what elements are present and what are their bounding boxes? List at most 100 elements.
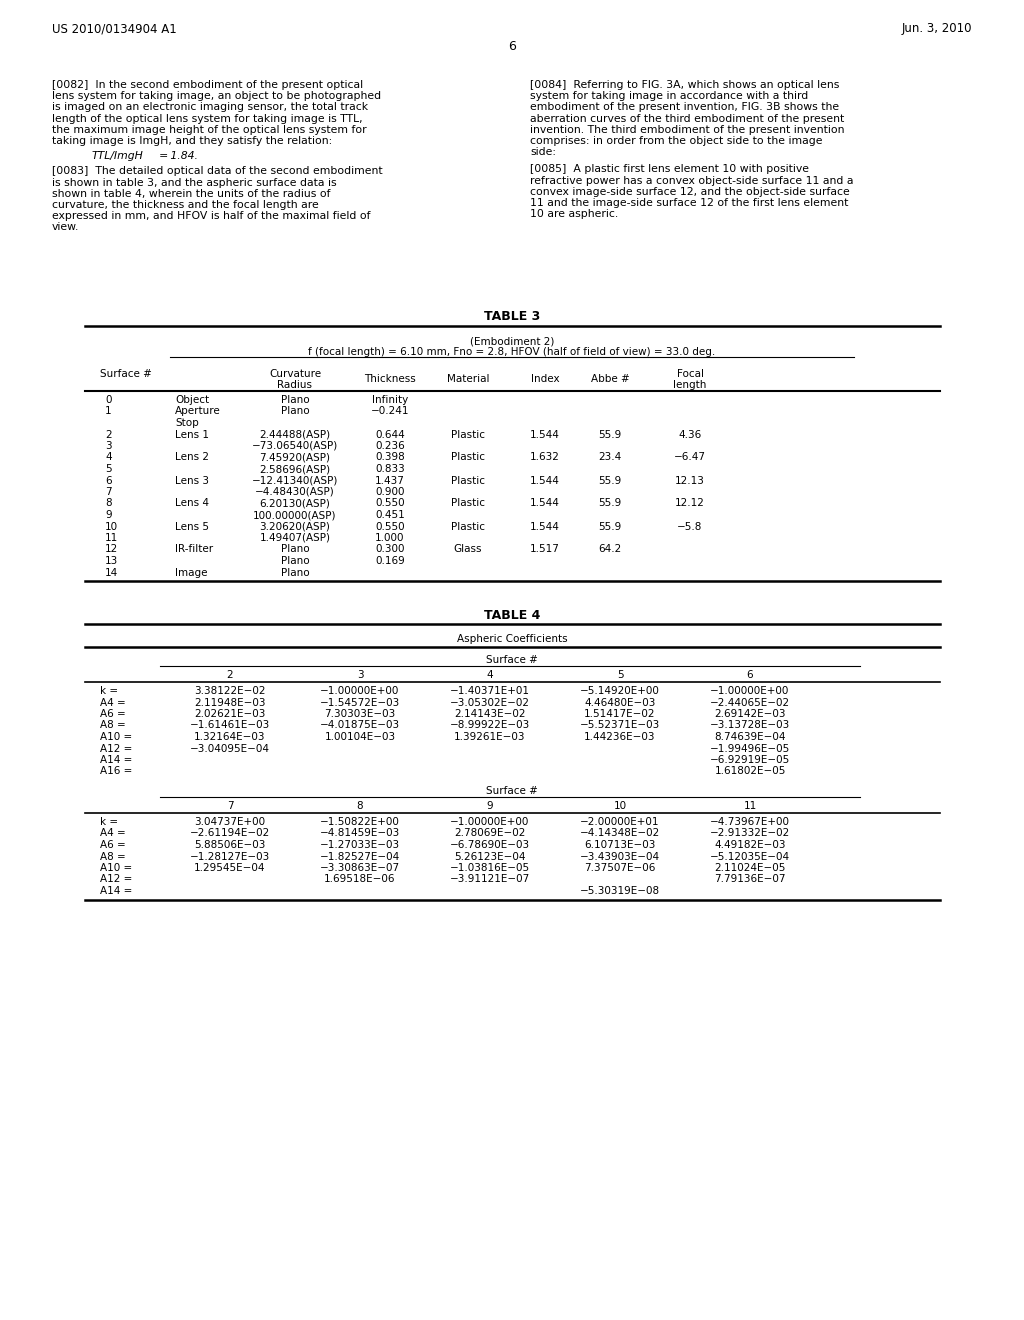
Text: 100.00000(ASP): 100.00000(ASP)	[253, 510, 337, 520]
Text: 0.236: 0.236	[375, 441, 404, 451]
Text: Index: Index	[530, 374, 559, 384]
Text: 5.26123E−04: 5.26123E−04	[455, 851, 525, 862]
Text: convex image-side surface 12, and the object-side surface: convex image-side surface 12, and the ob…	[530, 187, 850, 197]
Text: Glass: Glass	[454, 544, 482, 554]
Text: −1.28127E−03: −1.28127E−03	[189, 851, 270, 862]
Text: Surface #: Surface #	[100, 370, 152, 379]
Text: view.: view.	[52, 222, 80, 232]
Text: 11 and the image-side surface 12 of the first lens element: 11 and the image-side surface 12 of the …	[530, 198, 848, 209]
Text: 1.544: 1.544	[530, 521, 560, 532]
Text: [0085]  A plastic first lens element 10 with positive: [0085] A plastic first lens element 10 w…	[530, 165, 809, 174]
Text: is imaged on an electronic imaging sensor, the total track: is imaged on an electronic imaging senso…	[52, 103, 368, 112]
Text: 12.12: 12.12	[675, 499, 705, 508]
Text: 1.44236E−03: 1.44236E−03	[585, 733, 655, 742]
Text: 1: 1	[105, 407, 112, 417]
Text: −4.73967E+00: −4.73967E+00	[710, 817, 790, 828]
Text: Lens 2: Lens 2	[175, 453, 209, 462]
Text: Plastic: Plastic	[451, 453, 485, 462]
Text: Surface #: Surface #	[486, 655, 538, 665]
Text: 1.61802E−05: 1.61802E−05	[715, 767, 785, 776]
Text: Plano: Plano	[281, 568, 309, 578]
Text: Lens 4: Lens 4	[175, 499, 209, 508]
Text: 0: 0	[105, 395, 112, 405]
Text: 2.58696(ASP): 2.58696(ASP)	[259, 465, 331, 474]
Text: Lens 5: Lens 5	[175, 521, 209, 532]
Text: −3.04095E−04: −3.04095E−04	[190, 743, 270, 754]
Text: 0.900: 0.900	[375, 487, 404, 498]
Text: expressed in mm, and HFOV is half of the maximal field of: expressed in mm, and HFOV is half of the…	[52, 211, 371, 222]
Text: 9: 9	[486, 801, 494, 810]
Text: −1.61461E−03: −1.61461E−03	[189, 721, 270, 730]
Text: 23.4: 23.4	[598, 453, 622, 462]
Text: 1.49407(ASP): 1.49407(ASP)	[259, 533, 331, 543]
Text: −4.48430(ASP): −4.48430(ASP)	[255, 487, 335, 498]
Text: −1.00000E+00: −1.00000E+00	[711, 686, 790, 696]
Text: A4 =: A4 =	[100, 697, 126, 708]
Text: A10 =: A10 =	[100, 733, 132, 742]
Text: 0.550: 0.550	[375, 521, 404, 532]
Text: Stop: Stop	[175, 418, 199, 428]
Text: −1.00000E+00: −1.00000E+00	[321, 686, 399, 696]
Text: Image: Image	[175, 568, 208, 578]
Text: 2.02621E−03: 2.02621E−03	[195, 709, 265, 719]
Text: IR-filter: IR-filter	[175, 544, 213, 554]
Text: [0083]  The detailed optical data of the second embodiment: [0083] The detailed optical data of the …	[52, 166, 383, 177]
Text: Curvature: Curvature	[269, 370, 322, 379]
Text: −4.01875E−03: −4.01875E−03	[319, 721, 400, 730]
Text: −12.41340(ASP): −12.41340(ASP)	[252, 475, 338, 486]
Text: −3.13728E−03: −3.13728E−03	[710, 721, 791, 730]
Text: Aperture: Aperture	[175, 407, 221, 417]
Text: 11: 11	[743, 801, 757, 810]
Text: 0.550: 0.550	[375, 499, 404, 508]
Text: A8 =: A8 =	[100, 851, 126, 862]
Text: Plastic: Plastic	[451, 429, 485, 440]
Text: −1.99496E−05: −1.99496E−05	[710, 743, 791, 754]
Text: 2: 2	[105, 429, 112, 440]
Text: 14: 14	[105, 568, 118, 578]
Text: 7: 7	[226, 801, 233, 810]
Text: is shown in table 3, and the aspheric surface data is: is shown in table 3, and the aspheric su…	[52, 178, 337, 187]
Text: 2.69142E−03: 2.69142E−03	[715, 709, 785, 719]
Text: Jun. 3, 2010: Jun. 3, 2010	[901, 22, 972, 36]
Text: Surface #: Surface #	[486, 785, 538, 796]
Text: 10: 10	[105, 521, 118, 532]
Text: −5.14920E+00: −5.14920E+00	[580, 686, 659, 696]
Text: 1.544: 1.544	[530, 429, 560, 440]
Text: 55.9: 55.9	[598, 521, 622, 532]
Text: −5.12035E−04: −5.12035E−04	[710, 851, 791, 862]
Text: A14 =: A14 =	[100, 886, 132, 896]
Text: 1.544: 1.544	[530, 499, 560, 508]
Text: −1.40371E+01: −1.40371E+01	[450, 686, 530, 696]
Text: −1.82527E−04: −1.82527E−04	[319, 851, 400, 862]
Text: 0.398: 0.398	[375, 453, 404, 462]
Text: system for taking image in accordance with a third: system for taking image in accordance wi…	[530, 91, 808, 102]
Text: k =: k =	[100, 817, 118, 828]
Text: −1.00000E+00: −1.00000E+00	[451, 817, 529, 828]
Text: 2.78069E−02: 2.78069E−02	[455, 829, 525, 838]
Text: 3.04737E+00: 3.04737E+00	[195, 817, 265, 828]
Text: TABLE 3: TABLE 3	[484, 310, 540, 323]
Text: Plano: Plano	[281, 407, 309, 417]
Text: the maximum image height of the optical lens system for: the maximum image height of the optical …	[52, 125, 367, 135]
Text: lens system for taking image, an object to be photographed: lens system for taking image, an object …	[52, 91, 381, 102]
Text: comprises: in order from the object side to the image: comprises: in order from the object side…	[530, 136, 822, 147]
Text: −6.47: −6.47	[674, 453, 706, 462]
Text: 3: 3	[356, 671, 364, 680]
Text: A6 =: A6 =	[100, 840, 126, 850]
Text: 1.69518E−06: 1.69518E−06	[325, 874, 395, 884]
Text: −6.78690E−03: −6.78690E−03	[450, 840, 530, 850]
Text: 6.10713E−03: 6.10713E−03	[585, 840, 655, 850]
Text: Material: Material	[446, 374, 489, 384]
Text: 2.44488(ASP): 2.44488(ASP)	[259, 429, 331, 440]
Text: A16 =: A16 =	[100, 767, 132, 776]
Text: 0.833: 0.833	[375, 465, 404, 474]
Text: 7.30303E−03: 7.30303E−03	[325, 709, 395, 719]
Text: −3.05302E−02: −3.05302E−02	[450, 697, 530, 708]
Text: A14 =: A14 =	[100, 755, 132, 766]
Text: Plastic: Plastic	[451, 521, 485, 532]
Text: −1.27033E−03: −1.27033E−03	[319, 840, 400, 850]
Text: k =: k =	[100, 686, 118, 696]
Text: = 1.84.: = 1.84.	[157, 152, 198, 161]
Text: shown in table 4, wherein the units of the radius of: shown in table 4, wherein the units of t…	[52, 189, 331, 199]
Text: −5.8: −5.8	[677, 521, 702, 532]
